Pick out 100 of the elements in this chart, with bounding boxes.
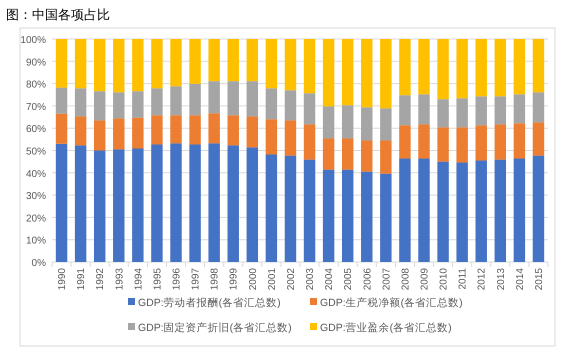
x-tick-label: 2010 [438, 268, 450, 290]
y-tick-label: 20% [26, 213, 46, 224]
x-tick-label: 2006 [362, 268, 374, 290]
y-tick-label: 80% [26, 80, 46, 91]
bar [56, 114, 68, 144]
bar [189, 39, 201, 84]
bar [456, 162, 468, 262]
bar [476, 39, 487, 96]
bar [494, 39, 506, 96]
bar [228, 39, 239, 82]
bar [494, 124, 506, 160]
x-tick-label: 1992 [95, 268, 106, 290]
bar [399, 95, 411, 126]
bar [189, 144, 201, 262]
bar [304, 160, 316, 262]
bar [132, 39, 144, 92]
bar [56, 88, 68, 114]
bar [74, 145, 86, 262]
y-tick-label: 60% [26, 124, 46, 136]
legend-label: GDP:劳动者报酬(各省汇总数) [138, 296, 281, 309]
bar [113, 92, 124, 118]
bar [322, 39, 334, 106]
x-tick-label: 2009 [420, 268, 430, 290]
bar [208, 113, 220, 144]
chart-title: 图：中国各项占比 [6, 7, 110, 22]
legend-label: GDP:生产税净额(各省汇总数) [320, 296, 463, 309]
x-tick-label: 2011 [458, 268, 469, 290]
bar [266, 39, 278, 88]
bar [418, 94, 430, 124]
bar [342, 39, 354, 106]
x-tick-label: 1991 [76, 268, 88, 290]
x-tick-label: 1996 [172, 268, 182, 290]
x-tick-label: 2001 [266, 268, 278, 290]
bar [361, 39, 372, 108]
bar [514, 158, 526, 262]
bar [418, 124, 430, 159]
bar [74, 39, 86, 88]
x-tick-label: 2007 [381, 268, 392, 290]
bar [514, 39, 526, 94]
bar [304, 124, 316, 160]
x-tick-label: 1995 [152, 268, 164, 290]
bar [399, 39, 411, 96]
bar [361, 140, 372, 172]
bar [380, 39, 392, 108]
bar [246, 81, 258, 116]
bar [132, 91, 144, 118]
bar [437, 99, 449, 128]
bar [284, 90, 296, 120]
bar [437, 162, 449, 262]
bar [151, 115, 163, 144]
bar [246, 39, 258, 82]
bar [399, 158, 411, 262]
bar [151, 88, 163, 116]
bar [228, 145, 239, 262]
x-tick-label: 2005 [343, 268, 354, 290]
legend-label: GDP:营业盈余(各省汇总数) [320, 321, 452, 334]
x-tick-label: 2000 [248, 268, 259, 290]
y-tick-label: 40% [26, 168, 46, 180]
bar [456, 98, 468, 128]
bar [342, 138, 354, 170]
bar [437, 39, 449, 100]
bar [322, 138, 334, 170]
bar [113, 149, 124, 262]
bar [342, 105, 354, 138]
x-tick-label: 2015 [534, 268, 545, 290]
bar [322, 170, 334, 262]
bar [532, 92, 544, 122]
x-tick-label: 1998 [210, 268, 221, 290]
bar [113, 118, 124, 150]
bar [208, 81, 220, 114]
bar [208, 143, 220, 262]
bar [246, 147, 258, 262]
bar [94, 150, 106, 262]
bar [304, 93, 316, 124]
y-tick-label: 100% [20, 35, 46, 46]
bar [170, 86, 182, 116]
bar [266, 88, 278, 120]
bar [476, 125, 487, 161]
bar [437, 127, 449, 162]
bar [284, 120, 296, 156]
bar [532, 156, 544, 262]
x-tick-label: 1990 [57, 268, 68, 290]
bar [532, 122, 544, 156]
bar [170, 115, 182, 144]
bar [189, 84, 201, 116]
bar [151, 39, 163, 88]
bar [246, 116, 258, 148]
x-tick-label: 2014 [514, 268, 526, 290]
bar [361, 107, 372, 140]
bar [74, 88, 86, 116]
y-tick-label: 50% [26, 146, 46, 158]
bar [399, 125, 411, 159]
bar [74, 116, 86, 146]
bar [132, 148, 144, 262]
bar [418, 158, 430, 262]
bar [284, 39, 296, 90]
bar [228, 115, 239, 146]
y-tick-label: 0% [32, 258, 46, 269]
bar [94, 120, 106, 150]
bar [456, 39, 468, 98]
